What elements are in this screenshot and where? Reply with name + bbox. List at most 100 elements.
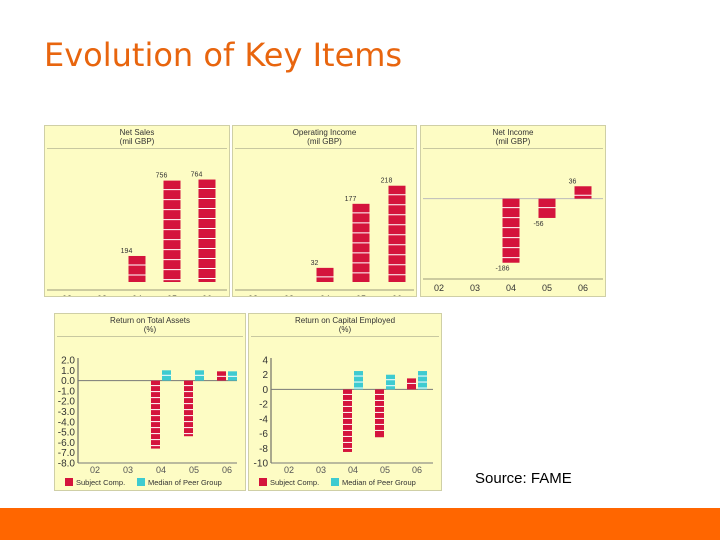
page-title: Evolution of Key Items <box>44 36 403 74</box>
y-tick-label: 0.0 <box>61 376 75 387</box>
data-label: 36 <box>569 178 577 185</box>
bar <box>343 389 352 452</box>
chart-panel-return-on-total-assets: Return on Total Assets (%) 2.0 1.0 0.0 -1.0… <box>54 313 246 491</box>
bar <box>418 371 427 390</box>
bar <box>184 380 193 437</box>
y-tick-label: 4 <box>262 356 268 367</box>
legend-swatch <box>65 478 73 486</box>
bar <box>163 180 181 282</box>
y-tick-label: -4 <box>259 414 268 425</box>
bar <box>375 389 384 438</box>
source-note: Source: FAME <box>475 470 572 487</box>
x-tick-label: 04 <box>132 294 142 296</box>
chart-subtitle: (mil GBP) <box>119 137 155 146</box>
x-tick-label: 04 <box>348 465 358 475</box>
data-label: 32 <box>311 260 319 267</box>
y-tick-label: -6.0 <box>58 438 76 449</box>
y-tick-label: -8.0 <box>58 459 76 470</box>
x-tick-label: 05 <box>380 465 390 475</box>
y-tick-label: -5.0 <box>58 428 76 439</box>
bar <box>128 255 146 282</box>
chart-title: Net Sales <box>119 128 155 137</box>
bar <box>386 374 395 390</box>
bar <box>574 186 592 199</box>
legend-label: Subject Comp. <box>270 478 319 487</box>
y-tick-label: 0 <box>262 385 268 396</box>
y-tick-label: -3.0 <box>58 407 76 418</box>
chart-subtitle: (mil GBP) <box>307 137 342 146</box>
bar <box>151 380 160 449</box>
x-tick-label: 05 <box>542 283 552 293</box>
chart-title-box: Net Income (mil GBP) <box>423 128 603 149</box>
chart-subtitle: (%) <box>338 325 352 334</box>
x-tick-label: 05 <box>167 294 177 296</box>
x-tick-label: 06 <box>222 465 232 475</box>
chart-title: Return on Total Assets <box>110 316 190 325</box>
chart-svg: 4 2 0 -2 -4 -6 -8 -10 02 03 04 05 06 Subject Comp. Med… <box>254 356 433 487</box>
bar <box>388 185 406 282</box>
chart-svg: 2.01.00.0-1.0-2.0-3.0-4.0-5.0-6.0-7.0-8.… <box>58 356 237 487</box>
bar <box>354 371 363 390</box>
x-tick-label: 02 <box>62 294 72 296</box>
y-tick-label: -2 <box>259 400 268 411</box>
legend-label: Median of Peer Group <box>342 478 416 487</box>
x-tick-label: 03 <box>97 294 107 296</box>
y-tick-label: -6 <box>259 429 268 440</box>
x-tick-label: 02 <box>284 465 294 475</box>
footer-bar <box>0 508 720 540</box>
chart-title-box: Operating Income (mil GBP) <box>235 128 414 149</box>
x-tick-label: 06 <box>392 294 402 296</box>
legend-swatch <box>331 478 339 486</box>
y-tick-label: 2.0 <box>61 356 75 367</box>
data-label: 194 <box>121 248 133 255</box>
legend-label: Median of Peer Group <box>148 478 222 487</box>
y-tick-label: -7.0 <box>58 448 76 459</box>
chart-panel-net-sales: Net Sales (mil GBP) 02 03 04 194 05 756 06 764 <box>44 125 230 297</box>
y-tick-label: -4.0 <box>58 417 76 428</box>
bar <box>198 179 216 282</box>
data-label: -56 <box>533 221 543 228</box>
x-tick-label: 02 <box>90 465 100 475</box>
y-tick-label: -8 <box>259 444 268 455</box>
x-tick-label: 05 <box>189 465 199 475</box>
x-tick-label: 04 <box>320 294 330 296</box>
x-tick-label: 04 <box>506 283 516 293</box>
chart-title: Return on Capital Employed <box>294 316 396 325</box>
chart-title: Operating Income <box>292 128 357 137</box>
x-tick-label: 02 <box>248 294 258 296</box>
bar <box>407 378 416 390</box>
x-tick-label: 05 <box>356 294 366 296</box>
data-label: 764 <box>191 172 203 179</box>
y-tick-label: -2.0 <box>58 397 76 408</box>
y-tick-label: 2 <box>262 370 268 381</box>
data-label: 756 <box>156 173 168 180</box>
x-tick-label: 03 <box>284 294 294 296</box>
x-tick-label: 03 <box>470 283 480 293</box>
chart-svg: 02 03 04 32 05 177 06 218 <box>235 178 414 296</box>
legend-swatch <box>137 478 145 486</box>
legend-swatch <box>259 478 267 486</box>
x-tick-label: 06 <box>578 283 588 293</box>
chart-panel-net-income: Net Income (mil GBP) 02 03 04 -186 05 -56 06 36 <box>420 125 606 297</box>
legend-label: Subject Comp. <box>76 478 125 487</box>
chart-svg: 02 03 04 194 05 756 06 764 <box>47 172 227 296</box>
chart-subtitle: (%) <box>143 325 157 334</box>
bar <box>538 198 556 218</box>
chart-subtitle: (mil GBP) <box>495 137 531 146</box>
data-label: 218 <box>381 178 393 185</box>
x-tick-label: 03 <box>123 465 133 475</box>
chart-panel-operating-income: Operating Income (mil GBP) 02 03 04 32 05 177… <box>232 125 417 297</box>
chart-title-box: Return on Total Assets (%) <box>57 316 243 337</box>
chart-panel-return-on-capital-employed: Return on Capital Employed (%) 4 2 0 -2 -4 -6… <box>248 313 442 491</box>
x-tick-label: 02 <box>434 283 444 293</box>
x-tick-label: 06 <box>412 465 422 475</box>
chart-title-box: Net Sales (mil GBP) <box>47 128 227 149</box>
x-tick-label: 06 <box>202 294 212 296</box>
x-tick-label: 04 <box>156 465 166 475</box>
y-tick-label: -10 <box>254 459 269 470</box>
bar <box>502 198 520 263</box>
chart-svg: 02 03 04 -186 05 -56 06 36 <box>423 178 603 293</box>
chart-title: Net Income <box>492 128 534 137</box>
bar <box>316 267 334 282</box>
chart-title-box: Return on Capital Employed (%) <box>251 316 439 337</box>
